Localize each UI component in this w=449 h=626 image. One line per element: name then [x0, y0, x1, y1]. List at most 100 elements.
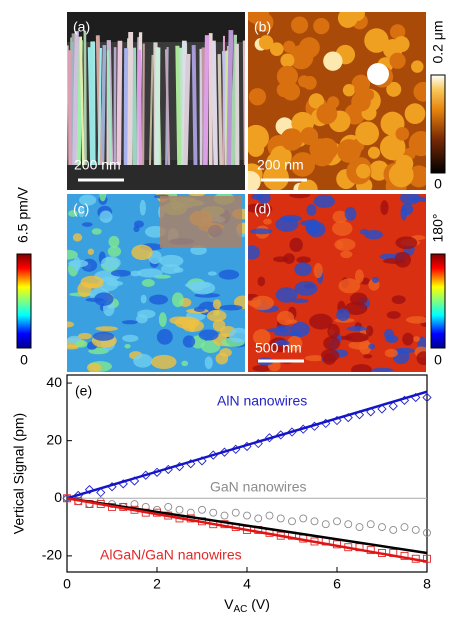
panel-label: (e) — [75, 383, 92, 399]
domain — [314, 263, 323, 278]
x-axis-label-part: AC — [233, 604, 247, 615]
scale-bar-label: 200 nm — [74, 157, 121, 173]
nanowire — [177, 46, 179, 165]
domain — [208, 271, 217, 275]
y-axis-label: Vertical Signal (pm) — [11, 413, 27, 534]
domain — [384, 329, 394, 340]
nanowire — [66, 53, 67, 165]
domain — [368, 344, 375, 349]
domain — [149, 295, 168, 305]
colorbar — [431, 75, 445, 173]
domain — [296, 256, 310, 263]
domain — [380, 200, 388, 215]
domain — [199, 329, 219, 340]
domain — [363, 354, 372, 358]
data-point — [255, 515, 262, 522]
colorbar — [17, 254, 31, 348]
domain — [385, 349, 398, 358]
domain — [194, 307, 205, 312]
data-point — [334, 518, 341, 525]
domain — [88, 249, 94, 256]
colorbar — [431, 254, 445, 348]
nanowire — [134, 48, 135, 165]
nanowire — [90, 47, 92, 165]
grain — [405, 103, 426, 124]
y-tick-label: 20 — [46, 431, 62, 447]
domain — [183, 335, 195, 347]
data-point — [176, 506, 183, 513]
x-tick-label: 4 — [243, 576, 251, 592]
nanowire — [206, 35, 208, 165]
data-point — [412, 526, 419, 533]
grain — [311, 143, 334, 166]
nanowire — [185, 54, 188, 165]
data-point — [356, 524, 363, 531]
domain — [137, 268, 162, 277]
x-tick-label: 2 — [153, 576, 161, 592]
domain — [340, 251, 352, 259]
x-axis-label: VAC (V) — [224, 596, 270, 615]
domain — [295, 281, 318, 296]
domain — [346, 326, 367, 331]
data-point — [266, 512, 273, 519]
grain — [316, 103, 337, 124]
domain — [395, 252, 411, 268]
domain — [82, 222, 93, 227]
grain — [364, 28, 388, 52]
data-point — [367, 521, 374, 528]
domain — [275, 325, 292, 331]
colorbar-label: 180° — [430, 214, 446, 243]
data-point — [232, 509, 239, 516]
data-point — [390, 526, 397, 533]
grain — [409, 131, 434, 156]
domain — [274, 331, 295, 337]
domain — [99, 189, 106, 201]
grain — [313, 18, 329, 34]
x-tick-label: 8 — [423, 576, 431, 592]
domain — [92, 228, 102, 234]
domain — [360, 229, 369, 235]
colorbar-label: 0 — [434, 176, 442, 192]
domain — [81, 276, 104, 289]
grain — [356, 164, 371, 179]
domain — [409, 197, 431, 202]
panel-label: (c) — [73, 201, 89, 217]
domain — [263, 219, 272, 225]
domain — [243, 245, 260, 259]
domain — [334, 238, 355, 251]
domain — [99, 211, 112, 223]
domain — [372, 368, 393, 372]
colorbar-label: 0.2 μm — [430, 20, 446, 63]
data-point — [244, 512, 251, 519]
data-point — [300, 515, 307, 522]
domain — [109, 236, 120, 248]
domain — [133, 354, 152, 368]
domain — [219, 270, 239, 280]
domain — [345, 207, 357, 221]
data-point — [311, 518, 318, 525]
domain — [229, 328, 249, 343]
nanowire — [244, 41, 245, 165]
grain — [243, 125, 269, 151]
domain — [87, 363, 101, 373]
domain — [68, 260, 88, 268]
domain — [372, 277, 379, 283]
domain — [137, 309, 155, 318]
grain — [300, 127, 318, 145]
domain — [339, 278, 361, 293]
domain — [131, 245, 152, 260]
domain — [174, 267, 184, 272]
grain — [389, 53, 405, 69]
data-point — [379, 524, 386, 531]
scale-bar-label: 500 nm — [255, 340, 302, 356]
grain — [368, 147, 380, 159]
colorbar-label: 0 — [20, 352, 28, 368]
grain — [291, 16, 308, 33]
series-label: GaN nanowires — [210, 479, 307, 495]
data-point — [165, 503, 172, 510]
nanowire — [139, 50, 140, 165]
nanowire — [102, 45, 104, 165]
fit-line — [67, 498, 427, 553]
scale-bar-label: 200 nm — [257, 157, 304, 173]
domain — [350, 293, 368, 306]
